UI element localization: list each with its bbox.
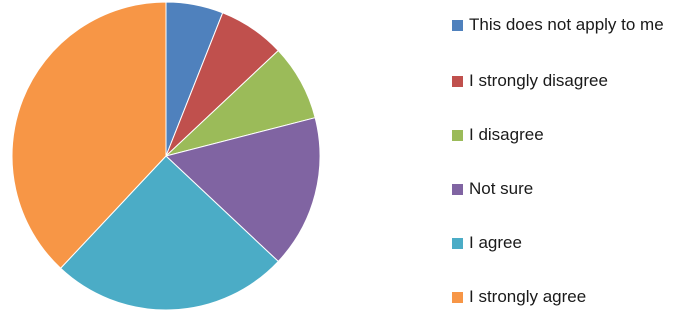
legend-item: I strongly agree bbox=[452, 286, 684, 307]
legend-item: Not sure bbox=[452, 178, 684, 199]
legend-label: I strongly agree bbox=[469, 287, 587, 306]
legend-item: I strongly disagree bbox=[452, 70, 684, 91]
legend-item: I disagree bbox=[452, 124, 684, 145]
legend-item: I agree bbox=[452, 232, 684, 253]
legend-swatch bbox=[452, 184, 463, 195]
legend-swatch bbox=[452, 20, 463, 31]
legend-label: This does not apply to me bbox=[469, 15, 664, 34]
legend-label: I agree bbox=[469, 233, 522, 252]
legend-swatch bbox=[452, 130, 463, 141]
pie-slice bbox=[11, 1, 167, 269]
legend-swatch bbox=[452, 238, 463, 249]
legend-label: I disagree bbox=[469, 125, 544, 144]
legend-swatch bbox=[452, 76, 463, 87]
pie-slice bbox=[164, 117, 321, 263]
legend-item: This does not apply to me bbox=[452, 14, 684, 35]
legend-swatch bbox=[452, 292, 463, 303]
pie-slice bbox=[59, 155, 279, 311]
legend-label: I strongly disagree bbox=[469, 71, 608, 90]
legend-label: Not sure bbox=[469, 179, 534, 198]
